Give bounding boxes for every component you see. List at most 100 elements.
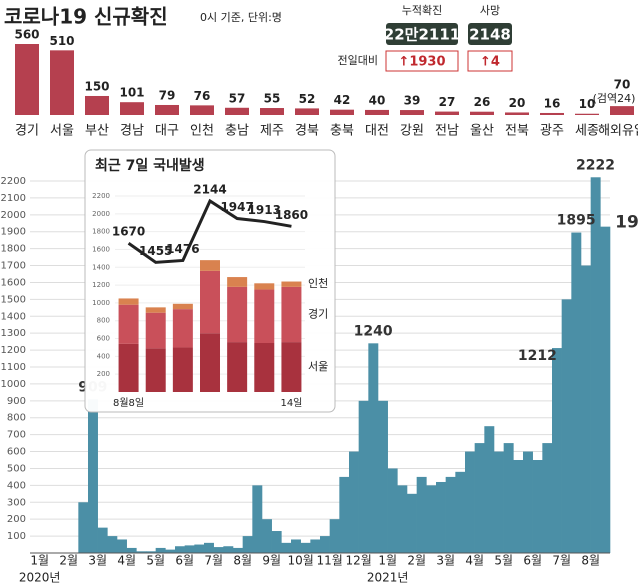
bar-segment [254, 283, 275, 290]
stat-box [386, 23, 458, 45]
category-label: 광주 [540, 124, 564, 139]
category-label: 서울 [50, 124, 74, 139]
area-column [561, 299, 572, 553]
area-column [117, 539, 127, 553]
y-tick-label: 1500 [1, 294, 26, 305]
area-column [223, 546, 234, 553]
bar [225, 107, 249, 115]
area-column [407, 493, 417, 553]
total-label: 1947 [220, 200, 253, 214]
annotation: (검역24) [593, 92, 636, 105]
area-column [155, 547, 166, 553]
bar-segment [145, 307, 166, 313]
bar-segment [145, 312, 166, 349]
bar-segment [172, 347, 193, 392]
area-column [397, 485, 408, 553]
bar [50, 50, 74, 115]
bar-segment [281, 286, 302, 343]
bar-segment [200, 260, 220, 271]
bar [610, 106, 634, 115]
area-column [126, 547, 137, 553]
y-tick-label: 2000 [1, 210, 26, 221]
value-label: 40 [369, 93, 386, 107]
stat-label: 사망 [480, 4, 500, 17]
stat-label: 전일대비 [338, 53, 378, 67]
category-label: 제주 [260, 124, 284, 139]
area-column [532, 460, 543, 553]
category-label: 충북 [330, 124, 354, 139]
y-tick-label: 1200 [1, 345, 26, 356]
x-tick-label: 1월 [378, 554, 397, 568]
value-label: 560 [14, 28, 39, 42]
y-tick-label: 800 [7, 413, 26, 424]
area-column [552, 348, 562, 553]
y-tick-label: 1800 [1, 244, 26, 255]
bar [575, 113, 599, 115]
area-column [387, 468, 398, 553]
x-tick-label: 4월 [465, 554, 484, 568]
y-tick-label: 2100 [1, 193, 26, 204]
area-column [146, 551, 156, 553]
y-tick-label: 1200 [92, 281, 110, 289]
category-label: 대구 [155, 124, 179, 139]
bar [505, 112, 529, 115]
y-tick-label: 900 [7, 396, 26, 407]
y-tick-label: 800 [97, 317, 110, 325]
area-column [523, 451, 533, 553]
value-label: 52 [299, 92, 316, 106]
stat-box [385, 50, 459, 72]
category-label: 대전 [365, 124, 389, 139]
category-label: 해외유입 [598, 124, 638, 139]
bar-segment [227, 277, 248, 287]
bar [400, 110, 424, 115]
bar-segment [227, 286, 248, 343]
x-tick-label: 5월 [146, 554, 165, 568]
year-label: 2021년 [367, 571, 409, 585]
bar [540, 112, 564, 115]
area-column [445, 476, 456, 553]
area-column [233, 547, 243, 553]
total-label: 2144 [193, 182, 226, 196]
total-label: 1913 [248, 203, 281, 217]
stat-box [467, 50, 513, 72]
x-tick-label: 8월 [233, 554, 252, 568]
area-column [513, 460, 524, 553]
y-tick-label: 100 [7, 531, 26, 542]
x-tick-label: 2월 [59, 554, 78, 568]
stat-change: ↑4 [480, 55, 500, 70]
bar-segment [254, 343, 275, 392]
y-tick-label: 400 [7, 480, 26, 491]
peak-label: 1930 [615, 213, 638, 233]
y-tick-label: 1400 [92, 263, 110, 271]
total-label: 1860 [275, 208, 308, 222]
bar [15, 44, 39, 115]
area-column [581, 265, 591, 553]
y-tick-label: 1600 [1, 277, 26, 288]
area-column [455, 471, 466, 553]
bar-segment [172, 303, 193, 310]
bar [155, 104, 179, 115]
area-column [78, 502, 89, 553]
category-label: 인천 [190, 124, 214, 139]
bar [330, 109, 354, 115]
area-column [349, 451, 359, 553]
y-tick-label: 300 [7, 497, 26, 508]
area-column [184, 545, 195, 553]
bar-segment [281, 342, 302, 392]
area-column [416, 476, 427, 553]
y-tick-label: 200 [97, 370, 110, 378]
area-column [503, 443, 514, 553]
x-tick-label: 3월 [436, 554, 455, 568]
total-line [127, 198, 292, 264]
area-column [378, 400, 388, 553]
area-column [436, 481, 446, 553]
legend-label: 서울 [308, 360, 328, 373]
area-column [600, 226, 611, 553]
x-tick-label: 3월 [88, 554, 107, 568]
area-column [494, 451, 504, 553]
category-label: 경기 [15, 124, 39, 139]
area-column [310, 539, 321, 553]
value-label: 79 [159, 88, 176, 102]
y-tick-label: 1300 [1, 328, 26, 339]
